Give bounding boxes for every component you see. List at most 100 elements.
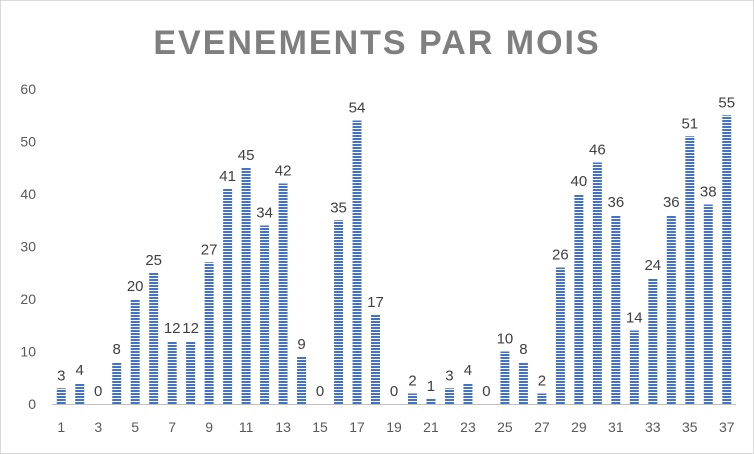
bar-data-label: 3 — [57, 367, 65, 384]
bar — [75, 383, 85, 404]
bar-data-label: 45 — [238, 147, 255, 164]
bar — [407, 393, 417, 404]
bar-data-label: 2 — [408, 373, 416, 390]
bar — [112, 362, 122, 404]
y-tick-label: 50 — [20, 134, 36, 150]
x-tick-label: 19 — [386, 419, 402, 435]
x-tick-label: 23 — [460, 419, 476, 435]
bars — [56, 115, 732, 404]
bar-data-label: 10 — [497, 331, 514, 348]
x-tick-label: 35 — [682, 419, 698, 435]
bar-data-label: 40 — [571, 173, 588, 190]
bar-data-label: 20 — [127, 278, 144, 295]
bar — [611, 215, 621, 404]
x-tick-label: 15 — [312, 419, 328, 435]
bar-data-label: 8 — [519, 341, 527, 358]
bar — [555, 267, 565, 404]
bar — [223, 188, 233, 404]
bar-data-label: 8 — [113, 341, 121, 358]
x-tick-label: 11 — [239, 419, 254, 435]
bar — [371, 314, 381, 404]
bar — [426, 398, 436, 404]
bar-data-label: 0 — [482, 383, 490, 400]
y-tick-label: 20 — [20, 291, 36, 307]
bar — [500, 351, 510, 404]
bar — [592, 162, 602, 404]
bar — [186, 341, 196, 404]
bar-data-label: 54 — [349, 100, 366, 117]
chart-title: EVENEMENTS PAR MOIS — [153, 24, 601, 62]
bar — [56, 388, 66, 404]
x-axis-ticks: 1 3 5 7 9 11 13 15 17 19 21 23 25 27 29 31 33 35 37 — [57, 419, 734, 435]
x-tick-label: 21 — [423, 419, 439, 435]
bar-data-label: 42 — [275, 163, 292, 180]
y-tick-label: 10 — [20, 344, 36, 360]
y-axis-ticks: 0 10 20 30 40 50 60 — [20, 81, 36, 412]
bar-data-label: 24 — [644, 257, 661, 274]
bar — [629, 330, 639, 404]
x-tick-label: 1 — [57, 419, 65, 435]
bar-data-label: 2 — [538, 373, 546, 390]
bar-data-label: 0 — [94, 383, 102, 400]
bar — [463, 383, 473, 404]
bar — [130, 299, 140, 404]
bar — [204, 262, 214, 404]
y-tick-label: 40 — [20, 186, 36, 202]
x-tick-label: 25 — [497, 419, 513, 435]
x-tick-label: 31 — [608, 419, 624, 435]
bar — [260, 225, 270, 404]
x-tick-label: 17 — [349, 419, 365, 435]
bar-data-label: 4 — [76, 362, 84, 379]
x-tick-label: 33 — [645, 419, 661, 435]
bar-data-label: 14 — [626, 310, 643, 327]
bar-data-label: 25 — [145, 252, 162, 269]
bar — [352, 120, 362, 404]
x-tick-label: 13 — [275, 419, 291, 435]
bar — [334, 220, 344, 404]
bar — [574, 194, 584, 404]
bar-data-label: 34 — [256, 205, 273, 222]
bar — [537, 393, 547, 404]
bar-data-label: 51 — [681, 115, 698, 132]
bar-data-label: 9 — [297, 336, 305, 353]
bar-data-label: 0 — [316, 383, 324, 400]
bar — [241, 167, 251, 404]
bar-data-label: 17 — [367, 294, 384, 311]
x-tick-label: 29 — [571, 419, 587, 435]
bar-data-label: 0 — [390, 383, 398, 400]
bar-data-label: 27 — [201, 241, 218, 258]
bar-data-label: 55 — [718, 94, 735, 111]
bar-data-label: 12 — [164, 320, 181, 337]
bar-data-label: 38 — [700, 184, 717, 201]
bar — [722, 115, 732, 404]
bar — [518, 362, 528, 404]
y-tick-label: 60 — [20, 81, 36, 97]
bar — [149, 272, 159, 404]
bar — [703, 204, 713, 404]
bar-data-label: 4 — [464, 362, 472, 379]
y-tick-label: 30 — [20, 239, 36, 255]
bar-data-label: 36 — [663, 194, 680, 211]
bar — [648, 278, 658, 404]
bar — [297, 356, 307, 404]
x-tick-label: 27 — [534, 419, 550, 435]
x-tick-label: 7 — [168, 419, 176, 435]
bar-data-label: 46 — [589, 142, 606, 159]
bar — [278, 183, 288, 404]
bar-data-label: 41 — [219, 168, 236, 185]
bar — [685, 136, 695, 404]
bar-data-label: 36 — [607, 194, 624, 211]
bar-data-label: 12 — [182, 320, 199, 337]
bar — [167, 341, 177, 404]
bar-data-label: 35 — [330, 199, 347, 216]
bar — [444, 388, 454, 404]
x-tick-label: 9 — [205, 419, 213, 435]
bar-data-label: 3 — [445, 367, 453, 384]
x-tick-label: 3 — [94, 419, 102, 435]
bar-data-label: 26 — [552, 247, 569, 264]
y-tick-label: 0 — [28, 396, 36, 412]
x-tick-label: 37 — [719, 419, 735, 435]
x-tick-label: 5 — [131, 419, 139, 435]
